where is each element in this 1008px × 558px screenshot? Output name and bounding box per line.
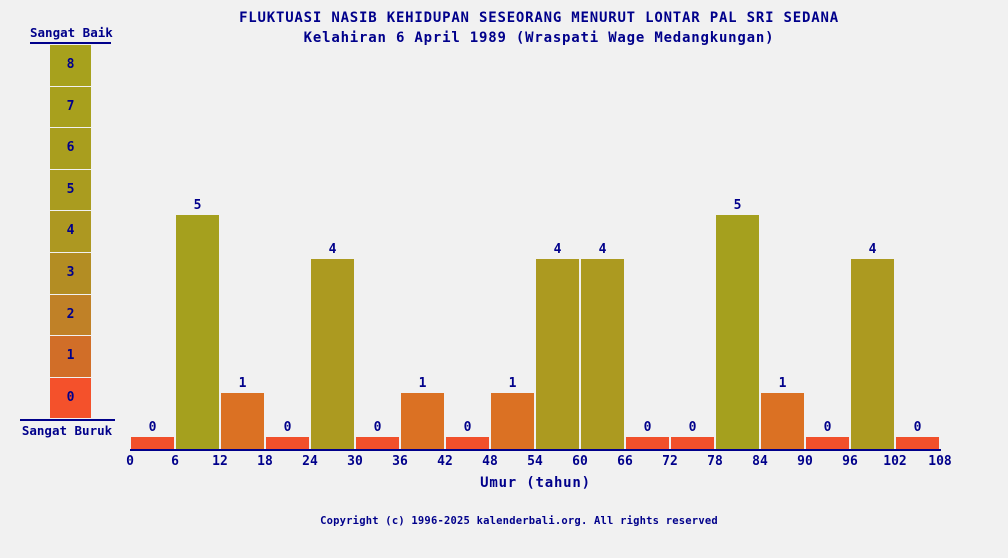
x-tick-label: 48 [482, 454, 498, 469]
scale-cell: 1 [50, 336, 91, 377]
bar-value-label: 0 [463, 420, 472, 435]
bar-value-label: 4 [553, 242, 562, 257]
x-tick-label: 78 [707, 454, 723, 469]
bar-value-label: 0 [148, 420, 157, 435]
x-tick-label: 108 [928, 454, 952, 469]
scale-bottom-label: Sangat Buruk [21, 423, 113, 438]
bar [851, 259, 894, 449]
scale-cell-value: 3 [66, 265, 75, 280]
bar [311, 259, 354, 449]
x-tick-label: 30 [347, 454, 363, 469]
bar [266, 437, 309, 449]
chart-subtitle: Kelahiran 6 April 1989 (Wraspati Wage Me… [303, 30, 775, 46]
x-tick-label: 66 [617, 454, 633, 469]
x-tick-label: 102 [883, 454, 907, 469]
scale-cell-value: 2 [66, 306, 75, 322]
x-tick-label: 6 [171, 454, 179, 469]
bar-value-label: 5 [193, 198, 202, 213]
scale-cell-value: 5 [66, 181, 75, 197]
bar-value-label: 0 [688, 420, 697, 435]
bar-value-label: 0 [913, 420, 922, 435]
bar-value-label: 1 [418, 376, 427, 391]
bar-value-label: 4 [598, 242, 607, 257]
scale-cell-value: 0 [66, 389, 75, 405]
bar [221, 393, 264, 449]
x-tick-label: 54 [527, 454, 543, 469]
bar-value-label: 0 [283, 420, 292, 435]
scale-top-label: Sangat Baik [30, 25, 113, 40]
x-tick-label: 60 [572, 454, 588, 469]
bar [806, 437, 849, 449]
chart-title: FLUKTUASI NASIB KEHIDUPAN SESEORANG MENU… [239, 10, 839, 26]
bar-value-label: 4 [868, 242, 877, 257]
bar-value-label: 4 [328, 242, 337, 257]
bar [716, 215, 759, 449]
scale-cell: 5 [50, 169, 91, 211]
bar [896, 437, 939, 449]
bar [671, 437, 714, 449]
x-tick-label: 72 [662, 454, 678, 469]
x-tick-label: 84 [752, 454, 768, 469]
bar [626, 437, 669, 449]
bar [356, 437, 399, 449]
scale-cell-value: 6 [66, 140, 75, 156]
scale-cell: 2 [50, 294, 91, 336]
x-axis-title: Umur (tahun) [480, 475, 591, 491]
scale-cell-value: 4 [66, 223, 75, 239]
x-tick-label: 96 [842, 454, 858, 469]
x-tick-label: 12 [212, 454, 228, 469]
scale-cell: 3 [50, 253, 91, 294]
x-tick-label: 90 [797, 454, 813, 469]
x-tick-label: 24 [302, 454, 318, 469]
scale-cell-value: 8 [66, 57, 75, 72]
x-axis-line [130, 449, 941, 451]
x-tick-label: 42 [437, 454, 453, 469]
scale-cell: 8 [50, 45, 91, 86]
bar [446, 437, 489, 449]
bar [491, 393, 534, 449]
bar-value-label: 1 [508, 376, 517, 391]
scale-top-rule [30, 42, 111, 44]
scale-bottom-rule [20, 419, 115, 421]
bar [761, 393, 804, 449]
bar [536, 259, 579, 449]
bar [581, 259, 624, 449]
bar-value-label: 0 [373, 420, 382, 435]
scale-cell: 7 [50, 86, 91, 128]
bar-value-label: 0 [823, 420, 832, 435]
scale-cell: 4 [50, 211, 91, 252]
x-tick-label: 0 [126, 454, 134, 469]
scale-cell-value: 7 [66, 98, 75, 114]
bar-value-label: 0 [643, 420, 652, 435]
scale-cell-value: 1 [66, 348, 75, 364]
bar [401, 393, 444, 449]
copyright-text: Copyright (c) 1996-2025 kalenderbali.org… [320, 515, 718, 527]
scale-cell: 0 [50, 377, 91, 419]
x-tick-label: 36 [392, 454, 408, 469]
x-tick-label: 18 [257, 454, 273, 469]
bar-value-label: 1 [238, 376, 247, 391]
bar-value-label: 5 [733, 198, 742, 213]
bar [131, 437, 174, 449]
bar-value-label: 1 [778, 376, 787, 391]
scale-cell: 6 [50, 128, 91, 169]
bar [176, 215, 219, 449]
